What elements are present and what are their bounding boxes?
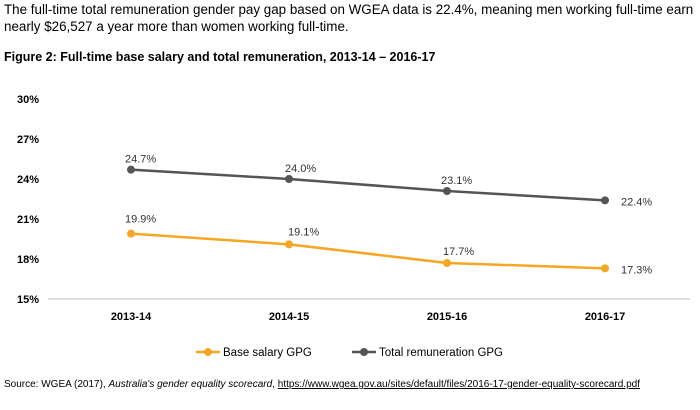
data-label: 23.1% [441,175,472,187]
source-prefix: Source: WGEA (2017), [4,379,109,390]
x-tick-label: 2015-16 [427,311,467,323]
x-tick-label: 2013-14 [111,311,152,323]
series-line [130,168,606,202]
data-label: 19.9% [125,214,156,226]
data-point [443,259,451,267]
legend-label: Total remuneration GPG [379,347,503,359]
y-tick-label: 18% [17,254,39,266]
line-chart: 15% 18% 21% 24% 27% 30% 2013-14 2014-15 2015-16 2… [17,94,690,359]
data-point [285,175,293,183]
x-tick-label: 2016-17 [585,311,625,323]
data-point [127,165,135,174]
intro-paragraph: The full-time total remuneration gender … [4,2,694,34]
data-point [285,240,293,249]
y-tick-label: 27% [17,134,39,146]
legend-marker [360,348,368,356]
data-point [443,187,451,195]
y-tick-label: 24% [17,174,39,186]
series-line [130,232,606,270]
legend-label: Base salary GPG [223,347,312,359]
source-citation: Source: WGEA (2017), Australia's gender … [4,378,694,391]
data-label: 17.3% [621,264,652,276]
y-tick-label: 21% [17,214,39,226]
y-tick-label: 15% [17,294,39,306]
data-label: 24.7% [125,154,156,166]
source-separator: , [272,379,278,390]
source-title: Australia's gender equality scorecard [108,379,273,390]
data-point [127,229,135,238]
figure-title: Figure 2: Full-time base salary and tota… [4,50,436,64]
data-label: 19.1% [288,226,319,238]
data-point [601,196,609,205]
x-tick-label: 2014-15 [269,311,309,323]
data-point [601,264,609,273]
data-label: 24.0% [285,163,316,175]
source-link[interactable]: https://www.wgea.gov.au/sites/default/fi… [277,379,640,390]
data-label: 22.4% [621,196,652,208]
legend-marker [204,348,212,356]
data-label: 17.7% [443,246,474,258]
y-tick-label: 30% [17,94,39,106]
